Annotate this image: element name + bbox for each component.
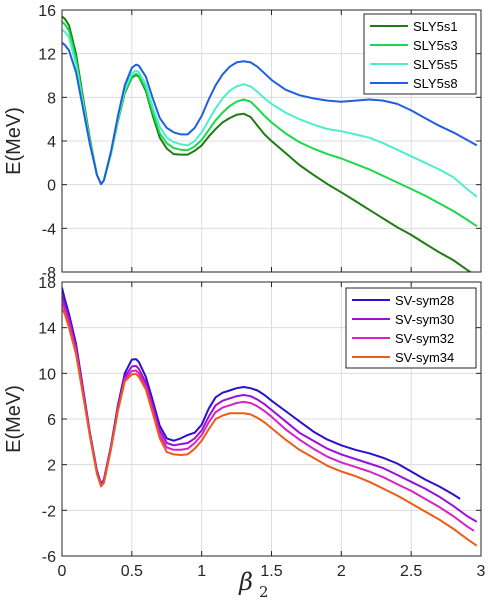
x-axis-symbol: β (238, 568, 253, 596)
top-panel-sly5: -8-40481216E(MeV)SLY5s1SLY5s3SLY5s5SLY5s… (3, 3, 482, 282)
legend-label: SLY5s5 (413, 57, 458, 72)
y-tick-label: 16 (38, 3, 56, 20)
series-group (62, 287, 478, 547)
x-tick-label: 0.5 (121, 563, 143, 580)
y-tick-label: 2 (47, 458, 56, 475)
legend-label: SV-sym30 (395, 312, 454, 327)
x-axis-title: β 2 (238, 568, 268, 601)
legend-label: SLY5s8 (413, 76, 458, 91)
y-tick-label: 18 (38, 275, 56, 292)
legend-label: SV-sym32 (395, 331, 454, 346)
x-tick-label: 2 (337, 563, 346, 580)
y-tick-label: 10 (38, 366, 56, 383)
legend-box (345, 287, 477, 369)
series-line-sv-sym34 (62, 307, 478, 547)
y-tick-label: -2 (42, 503, 56, 520)
x-tick-label: 0 (58, 563, 67, 580)
bottom-panel-sv-sym: 0 0.5 1 1.5 2 2.5 3-6-226101418E(MeV)SV-sym28S… (3, 275, 486, 580)
y-tick-label: 8 (47, 90, 56, 107)
y-tick-label: 12 (38, 47, 56, 64)
y-tick-label: -6 (42, 549, 56, 566)
legend: SV-sym28 SV-sym30 SV-sym32 SV-sym34 (345, 287, 477, 369)
x-tick-label: 3 (477, 563, 486, 580)
series-line-sly5s8 (62, 41, 478, 186)
y-tick-label: 0 (47, 178, 56, 195)
y-tick-label: 6 (47, 412, 56, 429)
legend-label: SV-sym34 (395, 350, 454, 365)
y-axis-title: E(MeV) (3, 107, 25, 175)
legend: SLY5s1 SLY5s3 SLY5s5 SLY5s8 (363, 13, 477, 95)
y-axis-title: E(MeV) (3, 385, 25, 453)
x-axis-subscript: 2 (259, 583, 269, 601)
x-tick-label: 2.5 (400, 563, 422, 580)
x-tick-label: 1.5 (260, 563, 282, 580)
y-tick-label: -8 (42, 265, 56, 282)
series-group (62, 15, 478, 272)
y-tick-label: 14 (38, 321, 56, 338)
y-tick-label: -4 (42, 221, 56, 238)
x-tick-label: 1 (197, 563, 206, 580)
legend-box (363, 13, 477, 95)
legend-label: SLY5s3 (413, 38, 458, 53)
legend-label: SV-sym28 (395, 293, 454, 308)
y-tick-label: 4 (47, 134, 56, 151)
legend-label: SLY5s1 (413, 19, 458, 34)
